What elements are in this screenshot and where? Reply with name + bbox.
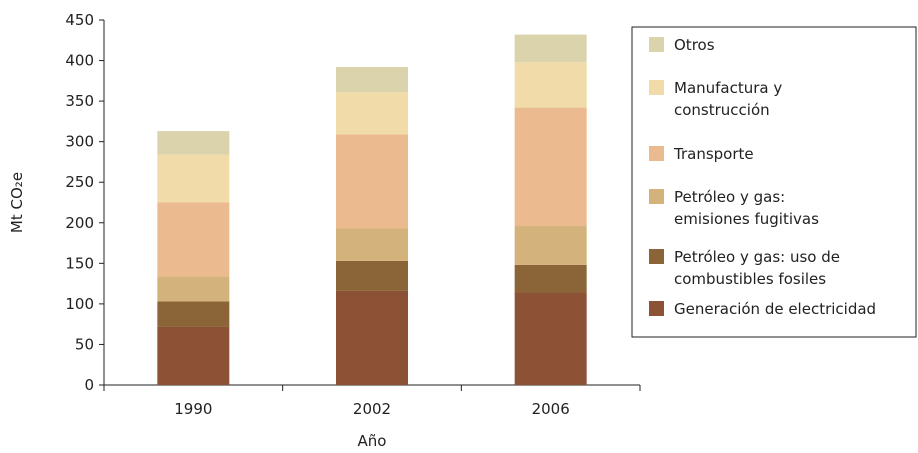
y-tick-label: 450: [65, 11, 94, 29]
plot-area: 0 50 100 150 200 250 300 350 400 450 1990 2002 2006 A…: [8, 11, 641, 450]
y-tick-label: 250: [65, 173, 94, 191]
y-tick-label: 100: [65, 295, 94, 313]
bar-segment: [336, 67, 408, 93]
bar-segment: [514, 292, 587, 385]
legend-label: combustibles fosiles: [674, 270, 826, 288]
bar-segment: [514, 107, 587, 227]
bar-segment: [336, 134, 408, 229]
bar-segment: [514, 226, 587, 265]
bar-segment: [336, 290, 408, 385]
legend-swatch: [649, 146, 664, 161]
legend-label: Otros: [674, 36, 715, 54]
legend-label: construcción: [674, 101, 770, 119]
legend-label: Manufactura y: [674, 79, 782, 97]
y-tick-label: 350: [65, 92, 94, 110]
legend-swatch: [649, 249, 664, 264]
x-tick-label: 2006: [532, 400, 570, 418]
bar-segment: [157, 202, 230, 277]
y-tick-label: 150: [65, 254, 94, 272]
legend-swatch: [649, 301, 664, 316]
bar-segment: [157, 131, 230, 155]
legend-swatch: [649, 37, 664, 52]
bar-segment: [157, 301, 230, 327]
legend-label: emisiones fugitivas: [674, 210, 819, 228]
y-tick-label: 200: [65, 214, 94, 232]
y-tick-label: 0: [84, 376, 94, 394]
legend-swatch: [649, 189, 664, 204]
x-axis-title: Año: [358, 432, 387, 450]
x-tick-label: 1990: [174, 400, 212, 418]
bar-segment: [514, 264, 587, 293]
y-tick-label: 50: [75, 335, 94, 353]
bar-segment: [336, 92, 408, 135]
bar-segment: [157, 154, 230, 203]
bar-segment: [336, 260, 408, 291]
bar-segment: [157, 326, 230, 385]
legend-swatch: [649, 80, 664, 95]
bar-segment: [157, 276, 230, 302]
legend-label: Petróleo y gas: uso de: [674, 248, 840, 266]
legend: Otros Manufactura y construcción Transporte…: [631, 26, 917, 338]
y-axis-title: Mt CO₂e: [8, 172, 26, 233]
y-tick-label: 300: [65, 133, 94, 151]
legend-label: Petróleo y gas:: [674, 188, 785, 206]
legend-label: Generación de electricidad: [674, 300, 876, 318]
x-tick-label: 2002: [353, 400, 391, 418]
legend-box: [631, 26, 917, 338]
bar-segment: [336, 228, 408, 261]
y-tick-label: 400: [65, 52, 94, 70]
bar-segment: [514, 62, 587, 108]
legend-label: Transporte: [673, 145, 754, 163]
bar-segment: [514, 34, 587, 63]
